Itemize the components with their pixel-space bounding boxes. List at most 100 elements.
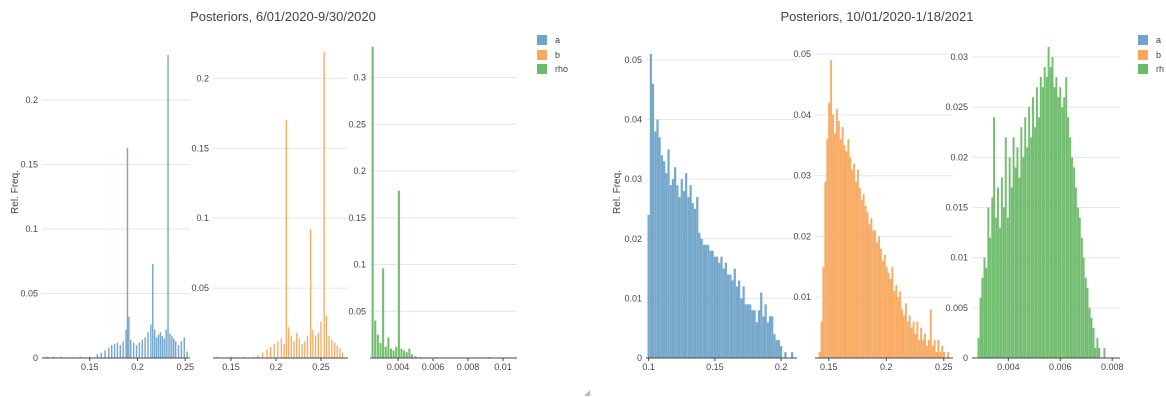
- bar-b[interactable]: [339, 348, 341, 358]
- bar-b[interactable]: [862, 193, 865, 358]
- bar-rho[interactable]: [376, 334, 379, 358]
- bar-rho[interactable]: [1067, 117, 1070, 359]
- bar-b[interactable]: [320, 321, 322, 358]
- bar-a[interactable]: [678, 197, 681, 358]
- bar-b[interactable]: [296, 332, 298, 358]
- bar-b[interactable]: [906, 321, 909, 358]
- bar-a[interactable]: [141, 339, 143, 358]
- bar-a[interactable]: [144, 337, 146, 358]
- bar-rho[interactable]: [1006, 217, 1009, 358]
- bar-b[interactable]: [314, 335, 317, 358]
- bar-a[interactable]: [746, 304, 750, 358]
- bar-a[interactable]: [718, 262, 721, 358]
- bar-b[interactable]: [870, 218, 873, 358]
- bar-b[interactable]: [828, 102, 831, 359]
- bar-a[interactable]: [665, 173, 668, 358]
- bar-rho[interactable]: [983, 257, 986, 358]
- bar-rho[interactable]: [985, 267, 988, 358]
- bar-b[interactable]: [929, 309, 932, 358]
- bar-a[interactable]: [685, 173, 688, 358]
- bar-rho[interactable]: [371, 46, 374, 359]
- bar-a[interactable]: [126, 147, 129, 358]
- bar-a[interactable]: [738, 280, 741, 358]
- bar-b[interactable]: [893, 291, 896, 358]
- bar-b[interactable]: [904, 303, 907, 358]
- bar-b[interactable]: [922, 339, 925, 358]
- bar-a[interactable]: [731, 280, 734, 358]
- bar-rho[interactable]: [408, 348, 411, 358]
- bar-a[interactable]: [46, 356, 48, 358]
- bar-b[interactable]: [283, 344, 285, 358]
- bar-b[interactable]: [924, 333, 927, 358]
- bar-b[interactable]: [860, 200, 863, 358]
- bar-b[interactable]: [878, 236, 881, 358]
- bar-rho[interactable]: [977, 337, 980, 358]
- bar-b[interactable]: [323, 51, 325, 358]
- bar-b[interactable]: [895, 285, 898, 358]
- bar-a[interactable]: [702, 244, 705, 358]
- bar-rho[interactable]: [1016, 147, 1019, 358]
- bar-a[interactable]: [108, 347, 110, 358]
- bar-a[interactable]: [157, 334, 160, 358]
- bar-a[interactable]: [173, 338, 175, 358]
- bar-b[interactable]: [230, 356, 232, 358]
- bar-b[interactable]: [889, 279, 892, 358]
- bar-rho[interactable]: [1059, 87, 1062, 358]
- bar-rho[interactable]: [1057, 97, 1060, 359]
- bar-rho[interactable]: [1035, 87, 1038, 358]
- bar-rho[interactable]: [996, 187, 999, 358]
- bar-b[interactable]: [317, 332, 319, 358]
- bar-b[interactable]: [331, 339, 333, 358]
- bar-b[interactable]: [298, 338, 301, 358]
- bar-a[interactable]: [740, 298, 743, 358]
- bar-a[interactable]: [766, 322, 769, 358]
- bar-a[interactable]: [771, 316, 774, 358]
- bar-a[interactable]: [165, 329, 167, 358]
- bar-b[interactable]: [847, 139, 850, 358]
- bar-b[interactable]: [947, 351, 950, 358]
- bar-b[interactable]: [866, 212, 869, 358]
- bar-rho[interactable]: [1078, 217, 1081, 358]
- bar-a[interactable]: [153, 329, 156, 358]
- bar-rho[interactable]: [392, 350, 395, 358]
- bar-b[interactable]: [899, 291, 902, 358]
- bar-a[interactable]: [89, 356, 91, 358]
- bar-rho[interactable]: [1053, 87, 1056, 358]
- bar-b[interactable]: [261, 352, 264, 358]
- bar-a[interactable]: [696, 197, 699, 358]
- bar-b[interactable]: [874, 230, 877, 358]
- bar-b[interactable]: [273, 344, 275, 358]
- bar-a[interactable]: [654, 131, 657, 358]
- bar-a[interactable]: [159, 332, 162, 358]
- bar-b[interactable]: [925, 345, 928, 358]
- bar-rho[interactable]: [1086, 287, 1089, 358]
- bar-a[interactable]: [749, 304, 752, 358]
- bar-rho[interactable]: [400, 348, 403, 358]
- bar-rho[interactable]: [387, 337, 390, 358]
- bar-a[interactable]: [104, 350, 106, 358]
- bar-b[interactable]: [851, 169, 854, 358]
- bar-a[interactable]: [113, 343, 116, 358]
- bar-a[interactable]: [177, 345, 180, 358]
- bar-rho[interactable]: [1088, 307, 1091, 358]
- bar-b[interactable]: [927, 339, 930, 358]
- bar-rho[interactable]: [414, 356, 417, 358]
- bar-a[interactable]: [709, 250, 712, 358]
- bar-a[interactable]: [180, 341, 183, 358]
- bar-b[interactable]: [931, 345, 934, 358]
- bar-a[interactable]: [147, 332, 149, 358]
- bar-a[interactable]: [651, 83, 655, 359]
- bar-a[interactable]: [52, 356, 55, 358]
- bar-a[interactable]: [152, 263, 154, 358]
- bar-a[interactable]: [700, 238, 703, 358]
- bar-rho[interactable]: [1096, 337, 1099, 358]
- bar-b[interactable]: [824, 181, 827, 358]
- bar-rho[interactable]: [384, 346, 387, 358]
- bar-a[interactable]: [762, 316, 765, 358]
- bar-rho[interactable]: [1010, 187, 1013, 358]
- bar-a[interactable]: [138, 342, 141, 358]
- bar-a[interactable]: [727, 274, 730, 358]
- bar-b[interactable]: [910, 327, 913, 358]
- bar-rho[interactable]: [1082, 257, 1085, 358]
- bar-rho[interactable]: [981, 277, 984, 358]
